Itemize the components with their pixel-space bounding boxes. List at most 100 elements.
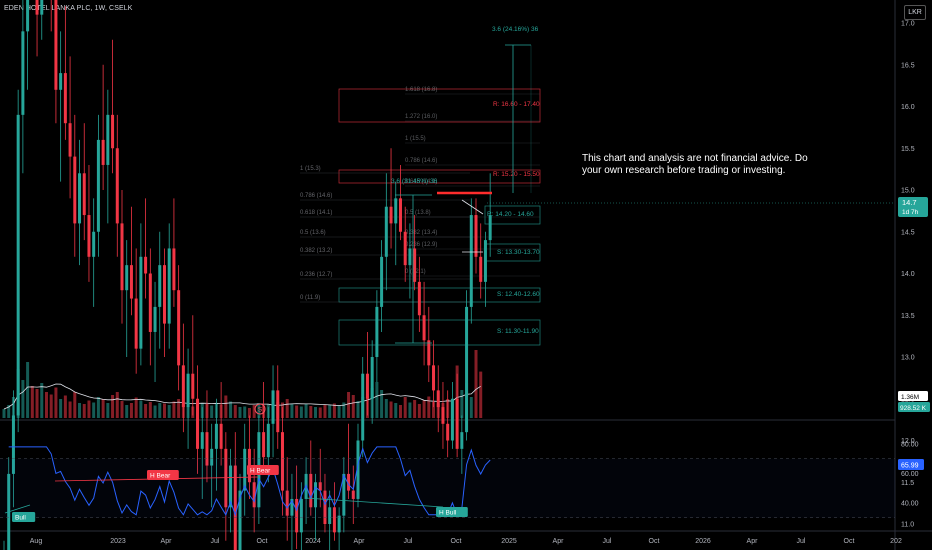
candle-body (172, 248, 176, 291)
candle-body (16, 114, 20, 416)
volume-bar (49, 394, 53, 418)
candle-body (403, 231, 407, 266)
candle-body (26, 0, 30, 32)
zone-box (338, 169, 541, 184)
volume-bar (125, 405, 129, 418)
candle-body (196, 398, 200, 449)
candle-body (162, 265, 166, 324)
volume-bar (111, 395, 115, 418)
fib-label: 0.618 (14.1) (300, 210, 332, 216)
volume-bar (285, 399, 289, 418)
candle-body (167, 248, 171, 324)
time-tick-label: Apr (553, 538, 565, 545)
zone-label: S: 12.40-12.60 (497, 291, 540, 298)
last-price-countdown: 1d 7h (902, 209, 919, 216)
candle-body (483, 240, 487, 282)
candle-body (450, 398, 454, 441)
volume-bar (304, 404, 308, 418)
price-tick-label: 13.0 (901, 355, 915, 362)
volume-bar (295, 405, 299, 418)
candle-body (125, 265, 129, 291)
candle-body (139, 256, 143, 349)
candle-body (63, 73, 67, 124)
price-tick-label: 15.0 (901, 188, 915, 195)
volume-bar (238, 407, 242, 418)
fib-label: 1 (15.5) (405, 136, 426, 142)
dividend-marker-icon[interactable] (254, 403, 266, 415)
volume-bar (59, 399, 63, 418)
volume-bar (309, 406, 313, 418)
volume-bar (106, 403, 110, 418)
candle-body (111, 114, 115, 149)
candle-body (148, 273, 152, 332)
volume-bar (356, 401, 360, 418)
volume-bar (318, 407, 322, 418)
candle-body (408, 248, 412, 266)
rsi-bear-label: H Bear (150, 473, 171, 480)
candle-body (290, 498, 294, 516)
volume-bar (7, 405, 11, 418)
measure-label: 3.6 (24.16%) 36 (492, 26, 539, 33)
candle-body (144, 256, 148, 274)
currency-button[interactable]: LKR (904, 5, 926, 20)
price-tick-label: 17.0 (901, 21, 915, 28)
volume-bar (87, 400, 91, 418)
volume-bar (460, 390, 464, 418)
rsi-bull-label: Bull (15, 515, 26, 522)
candle-body (73, 156, 77, 224)
volume-bar (224, 395, 228, 418)
volume-bar (129, 403, 133, 418)
candle-body (417, 281, 421, 316)
fib-label: 1.272 (16.0) (405, 114, 437, 120)
volume-bar (40, 383, 44, 418)
time-tick-label: Apr (747, 538, 759, 545)
volume-bar (210, 405, 214, 418)
candle-body (295, 498, 299, 533)
candle-body (54, 0, 58, 90)
rsi-value-badge (898, 459, 924, 470)
zone-box (484, 205, 541, 225)
measure-label: 3.6 (31.45%) 36 (391, 178, 438, 185)
volume-bar (26, 362, 30, 418)
candle-body (328, 507, 332, 524)
candle-body (280, 432, 284, 491)
price-tick-label: 15.5 (901, 146, 915, 153)
volume-bar (290, 403, 294, 418)
candle-body (21, 31, 25, 115)
zone-label: R: 14.20 - 14.60 (487, 211, 534, 218)
time-tick-label: Aug (30, 538, 43, 545)
volume-bar (44, 392, 48, 418)
candle-body (87, 215, 91, 257)
candle-body (92, 231, 96, 257)
candle-body (323, 490, 327, 524)
rsi-bull-label-box (12, 512, 36, 522)
volume-bar (139, 400, 143, 418)
rsi-bear-label: H Bear (250, 468, 271, 475)
volume-bar (332, 403, 336, 418)
volume-bar (408, 402, 412, 418)
candle-body (276, 390, 280, 433)
rsi-bull-label: H Bull (439, 510, 457, 517)
time-tick-label: Apr (161, 538, 173, 545)
time-tick-label: 2024 (305, 538, 321, 545)
symbol-title: EDEN HOTEL LANKA PLC, 1W, CSELK (4, 5, 133, 12)
fib-label: 0.382 (13.2) (300, 248, 332, 254)
candle-body (337, 515, 341, 533)
volume-bar (162, 403, 166, 418)
rsi-bear-label-box (247, 465, 279, 475)
volume-bar (479, 371, 483, 418)
volume-bar (167, 405, 171, 418)
candle-body (394, 198, 398, 224)
candle-body (432, 365, 436, 391)
volume-bar (474, 350, 478, 418)
time-tick-label: 2026 (695, 538, 711, 545)
candle-body (153, 306, 157, 332)
fib-label: 0.5 (13.8) (405, 210, 431, 216)
rsi-bull-label-box (436, 507, 468, 517)
volume-bar (398, 405, 402, 418)
candle-body (342, 473, 346, 516)
volume-bar (469, 397, 473, 418)
price-tick-label: 14.5 (901, 229, 915, 236)
candle-body (78, 173, 82, 224)
